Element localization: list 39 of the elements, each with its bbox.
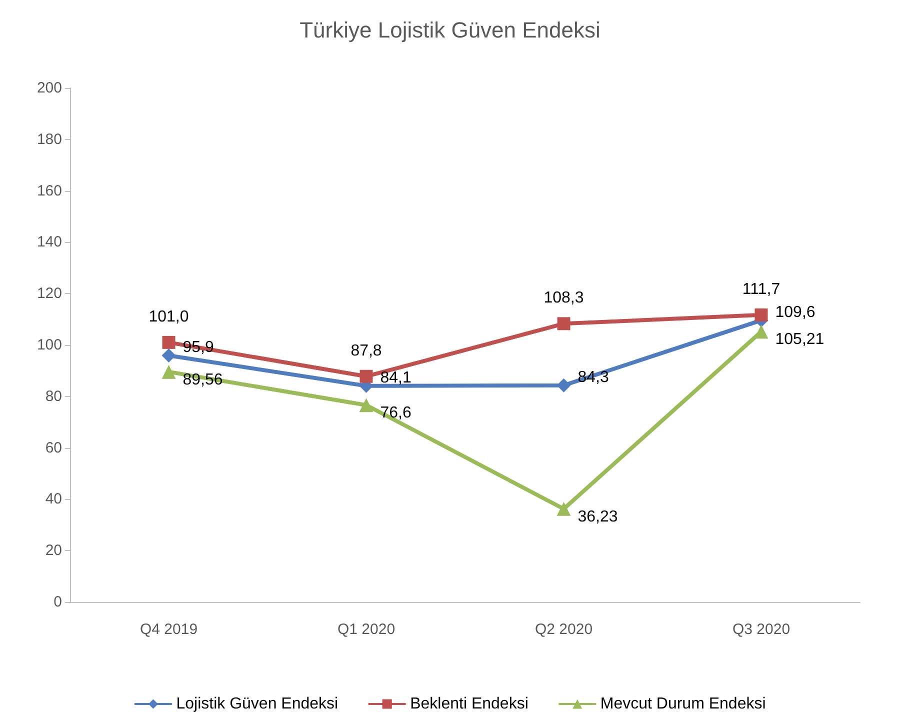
y-tick-label: 20 — [45, 542, 62, 560]
y-tick-label: 120 — [36, 285, 62, 302]
data-label: 101,0 — [148, 308, 189, 326]
data-label: 95,9 — [182, 339, 214, 356]
point — [556, 378, 571, 392]
y-tick-label: 40 — [45, 490, 62, 508]
data-label: 76,6 — [380, 404, 412, 422]
x-tick-label: Q2 2020 — [534, 621, 593, 638]
point — [359, 398, 374, 412]
point — [754, 308, 768, 322]
point — [162, 364, 176, 379]
data-label: 109,6 — [775, 304, 816, 321]
point — [556, 502, 571, 516]
data-label: 36,23 — [578, 508, 618, 526]
y-tick-label: 60 — [45, 439, 62, 456]
y-tick-label: 180 — [36, 130, 62, 148]
point — [162, 336, 176, 349]
legend-label: Mevcut Durum Endeksi — [600, 696, 766, 712]
point — [360, 370, 373, 383]
y-tick-label: 0 — [54, 594, 62, 610]
y-tick-label: 200 — [36, 80, 62, 96]
x-tick-label: Q1 2020 — [337, 621, 396, 638]
legend-label: Lojistik Güven Endeksi — [176, 696, 338, 712]
point — [162, 348, 176, 363]
data-label: 84,1 — [380, 369, 412, 386]
data-label: 105,21 — [775, 331, 824, 348]
legend-label: Beklenti Endeksi — [410, 696, 528, 712]
point — [754, 324, 768, 339]
y-tick-label: 140 — [36, 234, 62, 251]
y-tick-label: 160 — [36, 182, 62, 200]
y-tick-label: 80 — [45, 388, 62, 405]
chart-title: Türkiye Lojistik Güven Endeksi — [300, 18, 600, 42]
point — [557, 317, 570, 330]
data-label: 87,8 — [350, 342, 382, 360]
x-tick-label: Q4 2019 — [140, 621, 198, 638]
y-tick-label: 100 — [36, 336, 62, 354]
x-tick-label: Q3 2020 — [732, 621, 790, 638]
data-label: 108,3 — [544, 290, 584, 307]
data-label: 111,7 — [742, 280, 780, 298]
